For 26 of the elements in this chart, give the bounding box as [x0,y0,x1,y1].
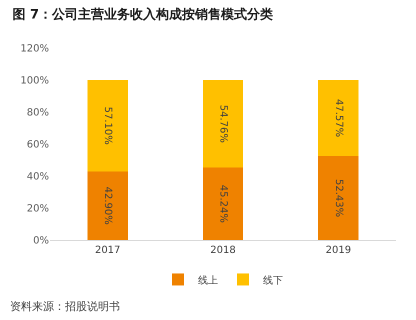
x-tick-label: 2017 [94,245,120,256]
data-label: 54.76% [218,104,228,143]
data-label: 52.43% [332,178,344,218]
bar [87,171,128,240]
x-tick-label: 2018 [210,245,236,256]
legend-label: 线下 [263,274,283,286]
data-label: 42.90% [102,186,114,225]
chart-title: 图 7：公司主营业务收入构成按销售模式分类 [12,6,274,23]
text: 资料来源：招股说明书 [10,300,120,313]
bar [87,80,128,172]
y-tick-label: 20% [26,204,49,214]
bar [202,80,244,168]
y-tick-label: 120% [20,44,49,54]
bar [202,168,244,240]
legend-label: 线上 [198,274,218,286]
x-tick-label: 2019 [326,245,352,256]
data-label: 47.57% [332,98,344,138]
y-tick-label: 80% [26,108,49,118]
data-label: 57.10% [102,106,114,145]
y-tick-label: 100% [20,76,49,86]
y-tick-label: 0% [33,236,49,246]
bar [318,80,359,156]
y-tick-label: 60% [26,140,49,150]
bar [318,156,359,240]
y-tick-label: 40% [26,172,49,182]
data-label: 45.24% [218,184,228,223]
